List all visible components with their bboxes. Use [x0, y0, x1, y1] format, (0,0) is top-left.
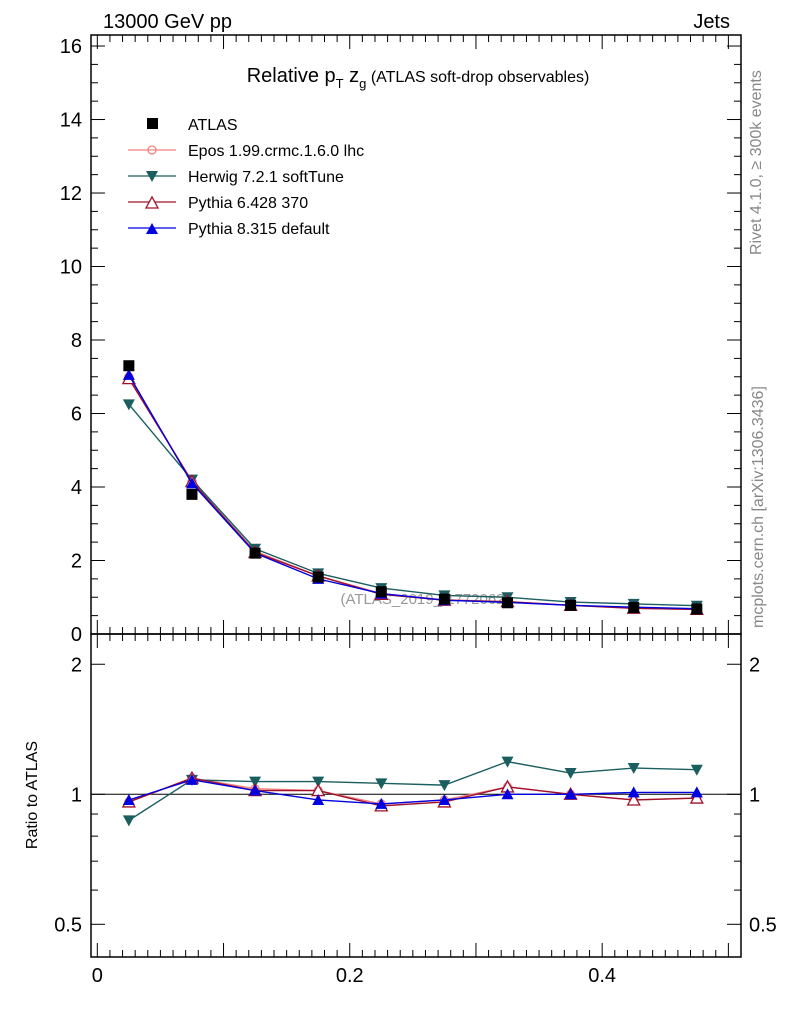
main-series-line-2: [128, 378, 697, 611]
legend: ATLAS Epos 1.99.crmc.1.6.0 lhc Herwig 7.…: [128, 117, 364, 238]
ratio-series-point-1: [375, 778, 388, 790]
ratio-series-point-1: [438, 780, 451, 792]
main-reference-point: [312, 571, 324, 583]
main-y-tick-label: 12: [60, 183, 82, 205]
legend-label-herwig: Herwig 7.2.1 softTune: [188, 169, 344, 186]
ratio-series-point-1: [627, 763, 640, 775]
legend-marker-pythia8: [146, 223, 158, 234]
ratio-panel-series: [91, 756, 741, 827]
ratio-series-point-1: [564, 768, 577, 780]
ratio-series-point-3: [501, 788, 514, 800]
main-y-tick-label: 4: [71, 477, 82, 499]
main-reference-point: [502, 597, 514, 609]
legend-marker-epos: [147, 145, 157, 155]
main-y-tick-label: 0: [71, 624, 82, 646]
ratio-series-point-1: [122, 815, 135, 827]
legend-label-epos: Epos 1.99.crmc.1.6.0 lhc: [188, 143, 364, 160]
main-y-tick-label: 8: [71, 330, 82, 352]
ratio-series-line-3: [128, 779, 697, 805]
main-reference-point: [565, 599, 577, 611]
main-y-tick-label: 2: [71, 551, 82, 573]
ratio-series-line-1: [128, 760, 697, 821]
legend-marker-herwig: [146, 171, 158, 182]
main-series-point-3: [185, 477, 198, 489]
x-tick-label: 0: [92, 965, 103, 987]
main-series-line-3: [128, 374, 697, 610]
ratio-series-point-1: [312, 776, 325, 788]
ratio-series-point-1: [690, 764, 703, 776]
ratio-series-point-3: [185, 773, 198, 785]
ratio-y-tick-label-left: 1: [71, 784, 82, 806]
x-tick-label: 0.2: [336, 965, 364, 987]
x-tick-label: 0.4: [588, 965, 616, 987]
legend-label-pythia8: Pythia 8.315 default: [188, 221, 330, 238]
main-series-point-3: [122, 368, 135, 380]
main-series-line-0: [128, 376, 697, 611]
ratio-series-point-1: [249, 776, 262, 788]
ratio-series-point-3: [690, 786, 703, 798]
ratio-series-point-2: [626, 792, 641, 806]
header-category: Jets: [693, 11, 730, 33]
legend-label-atlas: ATLAS: [188, 117, 238, 134]
main-reference-point: [438, 593, 450, 605]
ratio-series-point-3: [249, 784, 262, 796]
ratio-y-tick-label-right: 0.5: [749, 914, 777, 936]
mcplots-credit-label: mcplots.cern.ch [arXiv:1306.3436]: [750, 386, 767, 628]
ratio-series-point-3: [312, 793, 325, 805]
main-reference-point: [691, 603, 703, 615]
main-series-point-1: [122, 399, 135, 411]
main-reference-point: [249, 547, 261, 559]
legend-marker-atlas: [147, 118, 158, 129]
main-y-tick-label: 10: [60, 257, 82, 279]
chart-title: Relative pT zg (ATLAS soft-drop observab…: [247, 65, 590, 91]
ratio-y-tick-label-right: 2: [749, 654, 760, 676]
ratio-series-point-3: [627, 786, 640, 798]
ratio-series-point-2: [689, 790, 704, 804]
header-process: 13000 GeV pp: [103, 11, 232, 33]
ratio-y-tick-label-right: 1: [749, 784, 760, 806]
ratio-series-point-3: [438, 793, 451, 805]
main-series-line-1: [128, 403, 697, 607]
legend-marker-pythia6: [144, 195, 160, 209]
main-reference-point: [186, 488, 198, 500]
ratio-y-tick-label-left: 2: [71, 654, 82, 676]
ratio-series-point-3: [564, 788, 577, 800]
main-reference-point: [123, 360, 135, 372]
ratio-series-line-2: [128, 777, 697, 807]
main-y-tick-label: 14: [60, 110, 82, 132]
main-y-tick-label: 16: [60, 36, 82, 58]
rivet-version-label: Rivet 4.1.0, ≥ 300k events: [748, 70, 765, 255]
ratio-y-tick-label-left: 0.5: [54, 914, 82, 936]
ratio-y-axis-label: Ratio to ATLAS: [24, 741, 41, 849]
ratio-series-point-1: [501, 756, 514, 768]
ratio-series-point-3: [122, 793, 135, 805]
ratio-panel-frame: [90, 633, 742, 958]
main-reference-point: [628, 602, 640, 614]
main-y-tick-label: 6: [71, 404, 82, 426]
main-panel-series: [121, 360, 704, 616]
legend-label-pythia6: Pythia 6.428 370: [188, 195, 308, 212]
main-reference-point: [375, 586, 387, 598]
ratio-series-point-3: [375, 797, 388, 809]
